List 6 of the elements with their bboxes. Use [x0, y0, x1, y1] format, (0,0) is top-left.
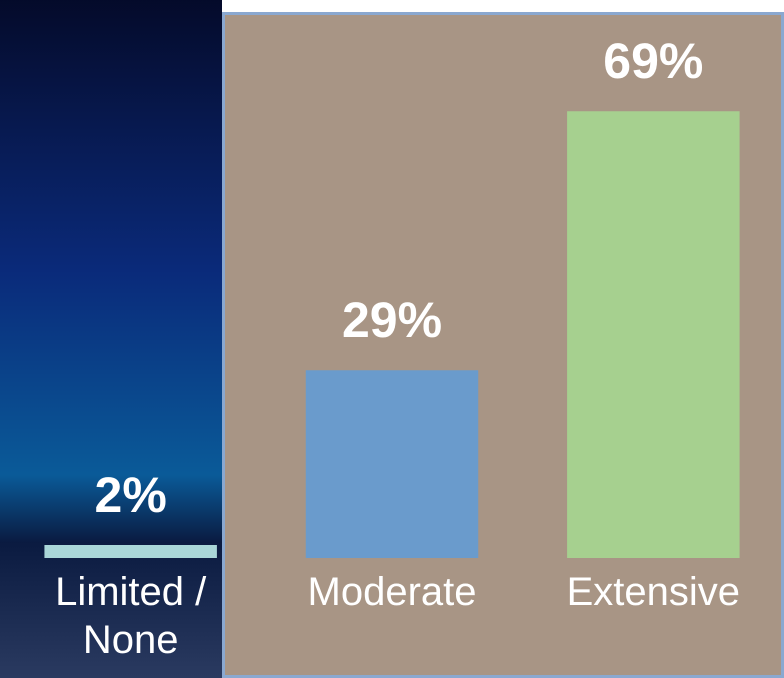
- data-label: 2%: [94, 466, 167, 523]
- x-tick-label: Extensive: [566, 570, 740, 614]
- data-label: 29%: [342, 292, 442, 348]
- x-tick-label: Limited / None: [55, 570, 208, 662]
- data-label: 69%: [603, 33, 704, 90]
- x-tick-label: Moderate: [308, 570, 476, 614]
